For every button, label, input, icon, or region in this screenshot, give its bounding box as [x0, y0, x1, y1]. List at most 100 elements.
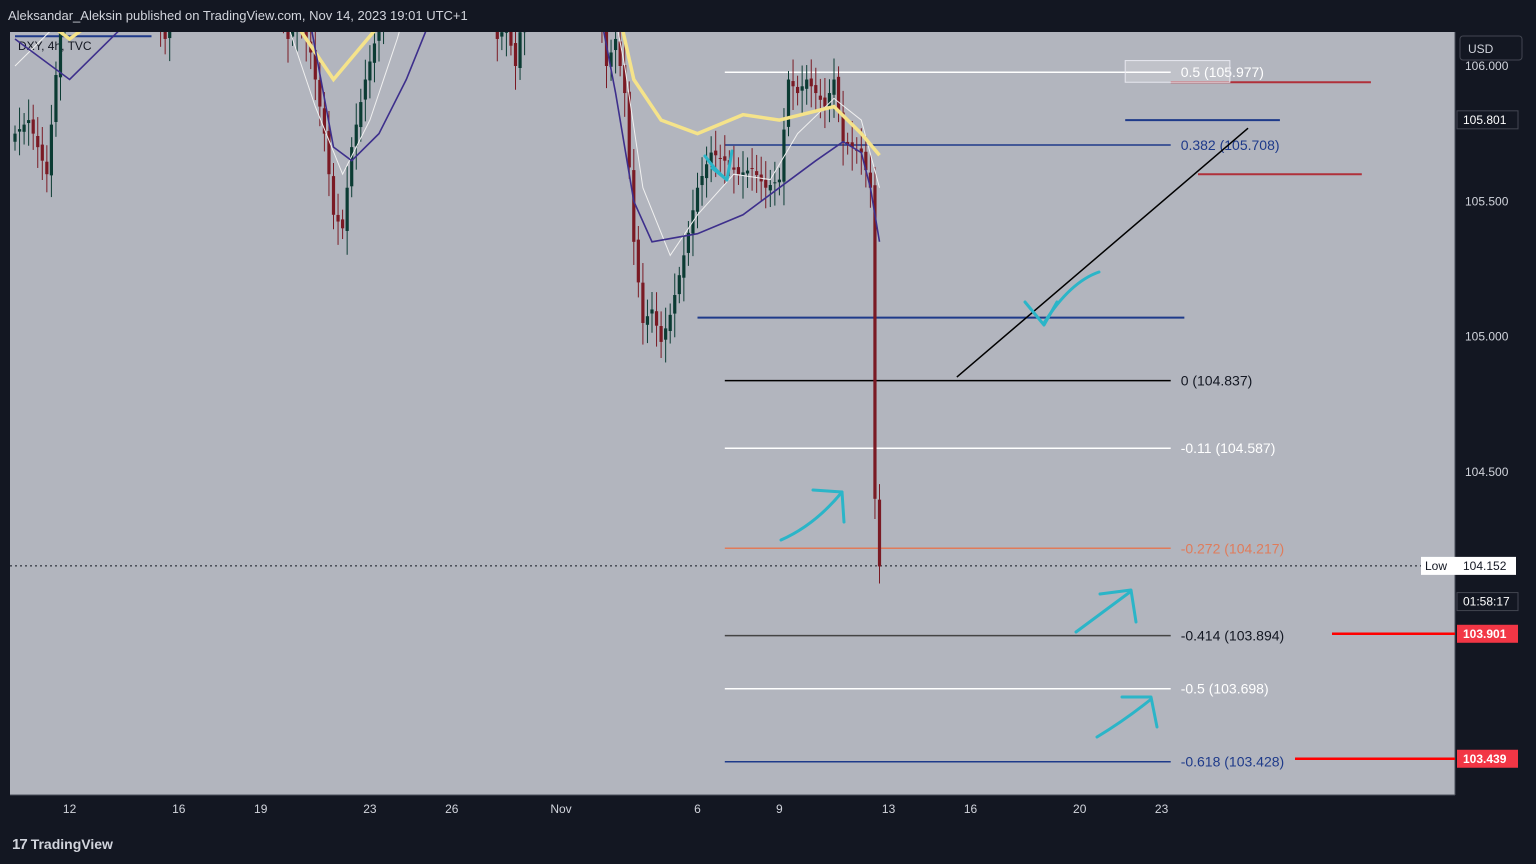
- tradingview-logo[interactable]: 17 TradingView: [12, 836, 113, 853]
- publish-header-text: Aleksandar_Aleksin published on TradingV…: [8, 8, 468, 23]
- x-tick-label: 19: [254, 802, 268, 816]
- candle: [13, 125, 17, 151]
- candle-body: [686, 232, 690, 253]
- candle: [777, 167, 781, 196]
- candle: [718, 144, 722, 173]
- candle-body: [677, 275, 681, 295]
- price-label: 105.801: [1456, 110, 1519, 130]
- x-tick-label: Nov: [550, 802, 571, 816]
- candle-body: [714, 150, 718, 156]
- x-tick-label: 23: [1155, 802, 1169, 816]
- x-tick-label: 12: [63, 802, 77, 816]
- candle-body: [718, 157, 722, 159]
- candle-body: [609, 52, 613, 67]
- candle: [736, 157, 741, 185]
- candle: [513, 21, 518, 90]
- annotation-arrow-icon: [1074, 588, 1138, 634]
- candle-body: [40, 144, 44, 161]
- candle: [654, 292, 659, 347]
- x-tick-label: 23: [363, 802, 377, 816]
- price-label: 103.901: [1457, 624, 1518, 643]
- candle-body: [809, 78, 813, 87]
- candle-body: [750, 168, 754, 170]
- candle: [841, 90, 845, 166]
- candle-body: [636, 239, 640, 283]
- candle-body: [350, 147, 354, 187]
- x-tick-label: 16: [964, 802, 978, 816]
- candle: [723, 135, 727, 184]
- candle-body: [877, 499, 882, 567]
- candle-body: [800, 86, 804, 91]
- candle-body: [664, 328, 668, 340]
- arrow-head: [811, 488, 846, 524]
- candle: [805, 65, 809, 105]
- time-axis: [10, 795, 1455, 824]
- price-label-value: 01:58:17: [1463, 595, 1510, 609]
- candle: [313, 31, 317, 101]
- candle-body: [518, 32, 522, 68]
- candle-body: [54, 75, 58, 123]
- tradingview-logo-icon: 17: [12, 836, 28, 853]
- candle-body: [318, 79, 322, 107]
- candle: [350, 137, 354, 198]
- candle-body: [827, 93, 832, 107]
- x-tick-label: 26: [445, 802, 459, 816]
- candle-body: [741, 172, 745, 176]
- resistance-zone: [1124, 60, 1231, 83]
- y-tick-label: 104.500: [1465, 465, 1509, 479]
- candle-body: [363, 79, 367, 100]
- annotation-arrow-icon: [1095, 695, 1159, 739]
- candle-body: [372, 43, 377, 63]
- candle-body: [313, 50, 317, 80]
- candle-body: [331, 176, 336, 215]
- candle-body: [745, 170, 750, 174]
- candle: [372, 25, 377, 83]
- price-label-bg: [1457, 749, 1518, 768]
- arrow-shaft: [779, 490, 844, 542]
- candle: [623, 43, 627, 117]
- candle: [27, 99, 31, 146]
- candle: [741, 151, 745, 199]
- candle: [877, 484, 882, 584]
- candle-body: [700, 176, 704, 186]
- candle: [850, 120, 854, 171]
- price-label-bg: [1421, 556, 1516, 575]
- candle: [345, 166, 349, 255]
- arrow-head: [1098, 588, 1138, 624]
- candle-body: [509, 27, 513, 46]
- arrow-head: [710, 149, 734, 182]
- candle: [36, 117, 40, 168]
- fib-level-label: 0.5 (105.977): [1181, 64, 1264, 80]
- candle: [827, 79, 832, 123]
- price-label-value: 103.439: [1463, 752, 1507, 766]
- price-label-bg: [1456, 592, 1519, 612]
- candle: [54, 61, 58, 137]
- symbol-info: DXY, 4h, TVC: [18, 39, 92, 53]
- candle: [632, 149, 636, 265]
- candle: [659, 311, 663, 359]
- candle-body: [786, 79, 791, 127]
- candle-body: [341, 219, 345, 229]
- y-tick-label: 105.000: [1465, 330, 1509, 344]
- candle-body: [327, 130, 331, 175]
- candle: [809, 59, 813, 108]
- x-tick-label: 20: [1073, 802, 1087, 816]
- candle-body: [832, 79, 836, 95]
- candle: [677, 266, 681, 304]
- candle-body: [814, 85, 818, 94]
- currency-button-bg: [1459, 35, 1523, 61]
- candle-body: [650, 309, 654, 314]
- price-label-text: Low: [1425, 559, 1447, 573]
- candle-body: [682, 255, 686, 278]
- candle: [363, 59, 367, 122]
- candle: [354, 103, 358, 170]
- price-label-bg: [1457, 624, 1518, 643]
- candle: [868, 154, 872, 208]
- candle-body: [627, 91, 631, 168]
- fib-level-label: -0.11 (104.587): [1181, 440, 1276, 456]
- fib-level-label: 0.382 (105.708): [1181, 137, 1280, 153]
- x-tick-label: 13: [882, 802, 896, 816]
- fib-level-label: -0.5 (103.698): [1181, 681, 1269, 697]
- candle-body: [859, 148, 863, 153]
- currency-button[interactable]: USD: [1459, 35, 1523, 61]
